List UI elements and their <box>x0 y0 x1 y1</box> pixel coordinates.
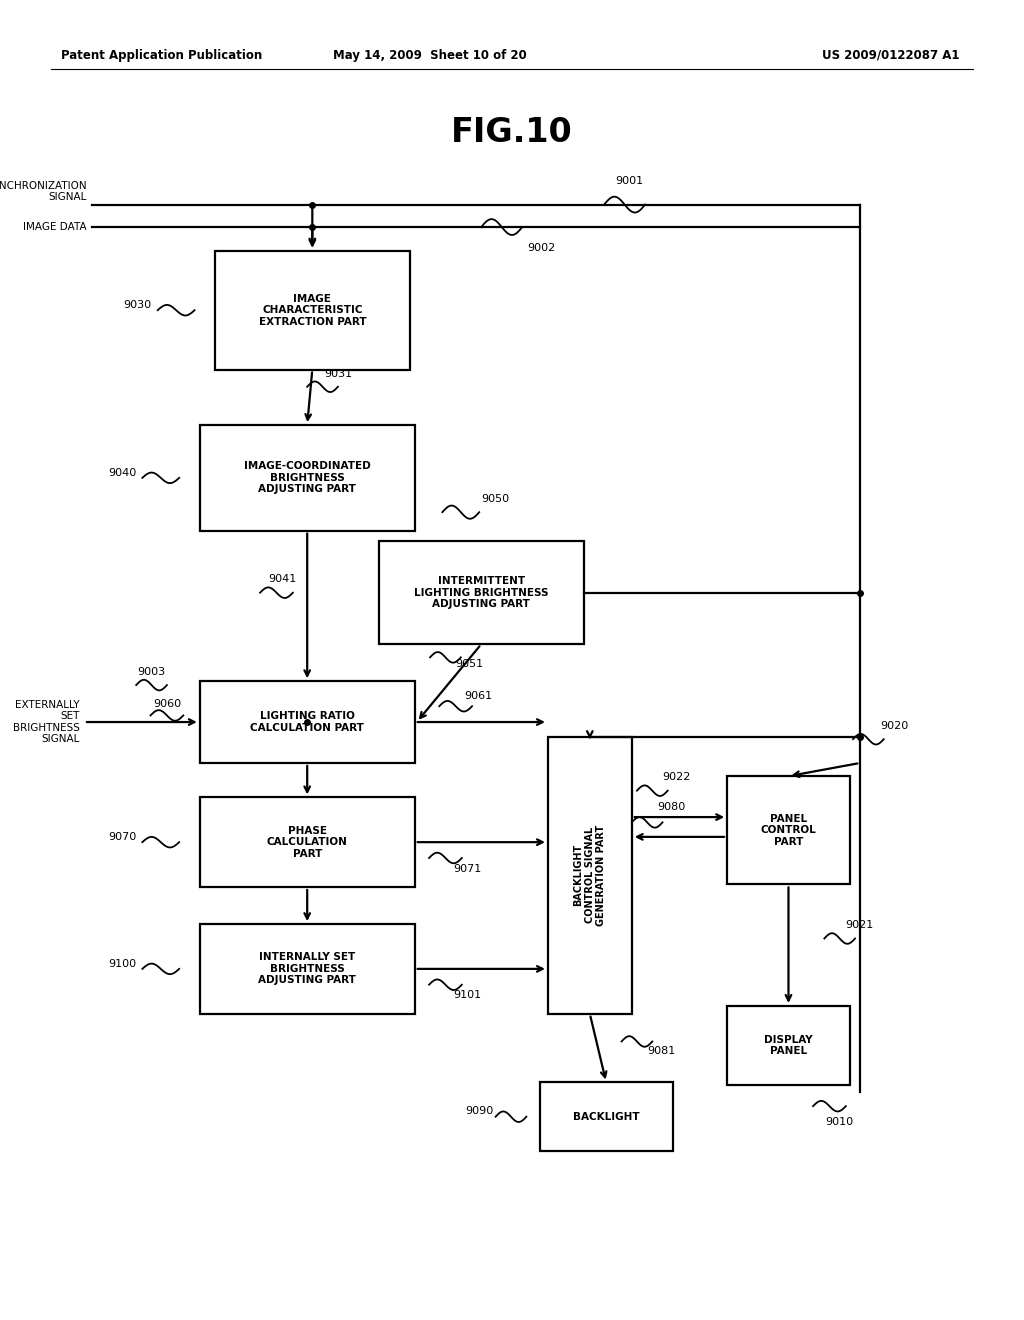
Text: 9050: 9050 <box>481 494 509 504</box>
Text: 9051: 9051 <box>456 659 483 669</box>
Text: SYNCHRONIZATION
SIGNAL: SYNCHRONIZATION SIGNAL <box>0 181 87 202</box>
Text: 9101: 9101 <box>454 990 481 1001</box>
Text: 9040: 9040 <box>108 467 136 478</box>
Text: US 2009/0122087 A1: US 2009/0122087 A1 <box>822 49 959 62</box>
Text: DISPLAY
PANEL: DISPLAY PANEL <box>764 1035 813 1056</box>
Text: 9071: 9071 <box>454 863 482 874</box>
Text: PHASE
CALCULATION
PART: PHASE CALCULATION PART <box>267 825 347 859</box>
Text: FIG.10: FIG.10 <box>452 116 572 149</box>
Bar <box>379 541 584 644</box>
Text: IMAGE DATA: IMAGE DATA <box>24 222 87 232</box>
Bar <box>727 776 850 884</box>
Bar <box>200 681 415 763</box>
Text: 9010: 9010 <box>825 1117 854 1127</box>
Text: PANEL
CONTROL
PART: PANEL CONTROL PART <box>761 813 816 847</box>
Text: IMAGE
CHARACTERISTIC
EXTRACTION PART: IMAGE CHARACTERISTIC EXTRACTION PART <box>258 293 367 327</box>
Bar <box>215 251 410 370</box>
Text: 9080: 9080 <box>657 801 686 812</box>
Bar <box>540 1082 673 1151</box>
Bar <box>200 425 415 531</box>
Text: 9100: 9100 <box>109 958 136 969</box>
Text: 9003: 9003 <box>137 667 166 677</box>
Text: 9022: 9022 <box>663 772 691 783</box>
Text: May 14, 2009  Sheet 10 of 20: May 14, 2009 Sheet 10 of 20 <box>333 49 527 62</box>
Text: BACKLIGHT
CONTROL SIGNAL
GENERATION PART: BACKLIGHT CONTROL SIGNAL GENERATION PART <box>573 825 606 925</box>
Bar <box>548 737 632 1014</box>
Text: EXTERNALLY
SET
BRIGHTNESS
SIGNAL: EXTERNALLY SET BRIGHTNESS SIGNAL <box>13 700 80 744</box>
Bar <box>200 924 415 1014</box>
Text: 9060: 9060 <box>154 698 181 709</box>
Text: 9061: 9061 <box>464 690 492 701</box>
Text: INTERMITTENT
LIGHTING BRIGHTNESS
ADJUSTING PART: INTERMITTENT LIGHTING BRIGHTNESS ADJUSTI… <box>414 576 549 610</box>
Text: Patent Application Publication: Patent Application Publication <box>61 49 263 62</box>
Text: 9020: 9020 <box>881 721 909 731</box>
Bar <box>200 797 415 887</box>
Text: 9090: 9090 <box>465 1106 494 1117</box>
Bar <box>727 1006 850 1085</box>
Text: INTERNALLY SET
BRIGHTNESS
ADJUSTING PART: INTERNALLY SET BRIGHTNESS ADJUSTING PART <box>258 952 356 986</box>
Text: 9031: 9031 <box>325 368 352 379</box>
Text: 9041: 9041 <box>268 574 297 585</box>
Text: LIGHTING RATIO
CALCULATION PART: LIGHTING RATIO CALCULATION PART <box>250 711 365 733</box>
Text: 9001: 9001 <box>615 176 644 186</box>
Text: 9070: 9070 <box>108 832 136 842</box>
Text: 9002: 9002 <box>527 243 556 253</box>
Text: BACKLIGHT: BACKLIGHT <box>572 1111 640 1122</box>
Text: IMAGE-COORDINATED
BRIGHTNESS
ADJUSTING PART: IMAGE-COORDINATED BRIGHTNESS ADJUSTING P… <box>244 461 371 495</box>
Text: 9030: 9030 <box>124 300 152 310</box>
Text: 9021: 9021 <box>845 920 873 931</box>
Text: 9081: 9081 <box>647 1045 676 1056</box>
